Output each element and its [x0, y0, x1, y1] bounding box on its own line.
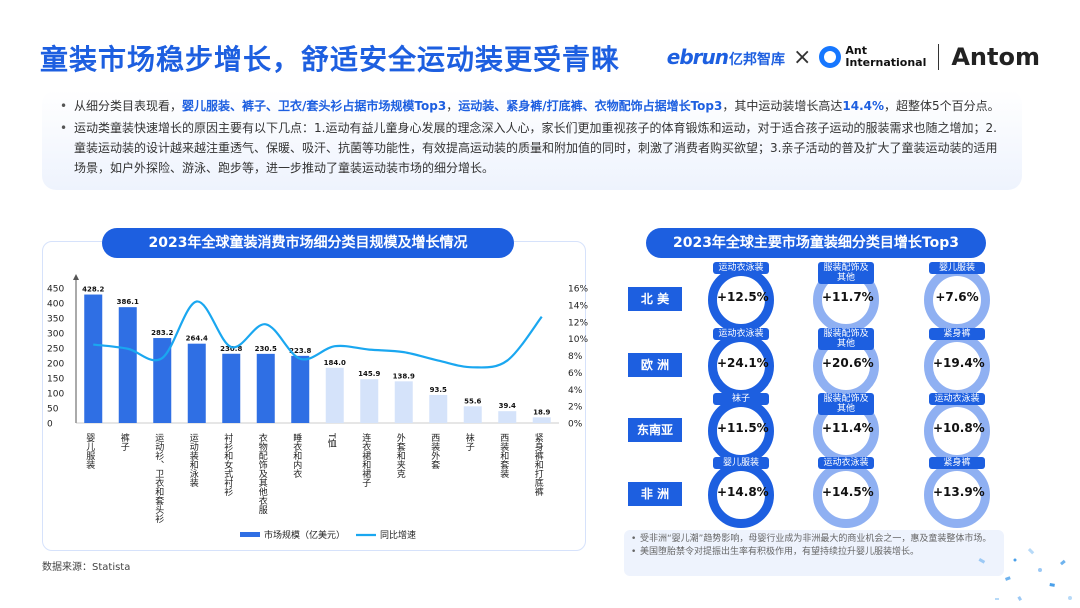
ring-category-label: 服装配饰及其他 — [818, 262, 874, 284]
growth-ring: 运动衣泳装 +14.5% — [813, 457, 879, 528]
ring-growth-value: +20.6% — [822, 356, 874, 370]
growth-ring: 紧身裤 +13.9% — [924, 457, 990, 528]
notes-box: 受非洲“婴儿潮”趋势影响，母婴行业成为非洲最大的商业机会之一，惠及童装整体市场。… — [624, 530, 1004, 576]
growth-ring: 服装配饰及其他 +20.6% — [813, 328, 879, 399]
summary-box: 从细分类目表现看，婴儿服装、裤子、卫衣/套头衫占据市场规模Top3，运动装、紧身… — [42, 90, 1022, 190]
growth-ring: 服装配饰及其他 +11.7% — [813, 262, 879, 333]
antom-logo: Antom — [951, 43, 1040, 71]
right-panel-title: 2023年全球主要市场童装细分类目增长Top3 — [646, 228, 986, 258]
ring-growth-value: +11.5% — [717, 421, 769, 435]
confetti-decoration — [978, 548, 1072, 601]
ring-growth-value: +14.8% — [717, 485, 769, 499]
data-source: 数据来源：Statista — [42, 562, 131, 573]
ring-category-label: 运动衣泳装 — [818, 457, 874, 469]
page-title: 童装市场稳步增长，舒适安全运动装更受青睐 — [40, 43, 621, 76]
ring-growth-value: +13.9% — [933, 485, 985, 499]
ring-growth-value: +11.7% — [822, 290, 874, 304]
growth-ring: 婴儿服装 +14.8% — [708, 457, 774, 528]
ring-category-label: 紧身裤 — [929, 457, 985, 469]
summary-point-1: 从细分类目表现看，婴儿服装、裤子、卫衣/套头衫占据市场规模Top3，运动装、紧身… — [60, 96, 1004, 116]
ring-category-label: 紧身裤 — [929, 328, 985, 340]
ring-growth-value: +12.5% — [717, 290, 769, 304]
ant-logo-icon — [819, 46, 842, 68]
partner-logos: ebrun亿邦智库 × Ant International Antom — [667, 40, 1040, 74]
ring-category-label: 运动衣泳装 — [929, 393, 985, 405]
ring-category-label: 婴儿服装 — [713, 457, 769, 469]
ant-international-logo: Ant International — [819, 45, 926, 69]
growth-ring: 运动衣泳装 +24.1% — [708, 328, 774, 399]
ring-category-label: 婴儿服装 — [929, 262, 985, 274]
growth-ring: 紧身裤 +19.4% — [924, 328, 990, 399]
region-label: 北 美 — [628, 287, 682, 311]
ring-category-label: 服装配饰及其他 — [818, 328, 874, 350]
growth-ring: 服装配饰及其他 +11.4% — [813, 393, 879, 464]
ring-growth-value: +11.4% — [822, 421, 874, 435]
growth-ring: 运动衣泳装 +12.5% — [708, 262, 774, 333]
summary-point-2: 运动类童装快速增长的原因主要有以下几点：1.运动有益儿童身心发展的理念深入人心，… — [60, 118, 1004, 178]
region-label: 东南亚 — [628, 418, 682, 442]
region-label: 非 洲 — [628, 482, 682, 506]
growth-ring: 袜子 +11.5% — [708, 393, 774, 464]
logo-divider — [938, 44, 940, 70]
ring-growth-value: +24.1% — [717, 356, 769, 370]
note-1: 受非洲“婴儿潮”趋势影响，母婴行业成为非洲最大的商业机会之一，惠及童装整体市场。 — [631, 534, 994, 545]
growth-ring: 婴儿服装 +7.6% — [924, 262, 990, 333]
growth-ring: 运动衣泳装 +10.8% — [924, 393, 990, 464]
left-chart-card — [42, 241, 586, 551]
ring-category-label: 袜子 — [713, 393, 769, 405]
ring-category-label: 运动衣泳装 — [713, 262, 769, 274]
region-label: 欧 洲 — [628, 353, 682, 377]
ring-category-label: 服装配饰及其他 — [818, 393, 874, 415]
ring-growth-value: +10.8% — [933, 421, 985, 435]
left-chart-title: 2023年全球童装消费市场细分类目规模及增长情况 — [102, 228, 514, 258]
logo-separator-x: × — [792, 44, 812, 70]
ring-growth-value: +14.5% — [822, 485, 874, 499]
ring-growth-value: +7.6% — [935, 290, 979, 304]
ring-growth-value: +19.4% — [933, 356, 985, 370]
ebrun-logo: ebrun亿邦智库 — [666, 45, 785, 69]
note-2: 美国堕胎禁令对提振出生率有积极作用，有望持续拉升婴儿服装增长。 — [631, 547, 994, 558]
ring-category-label: 运动衣泳装 — [713, 328, 769, 340]
